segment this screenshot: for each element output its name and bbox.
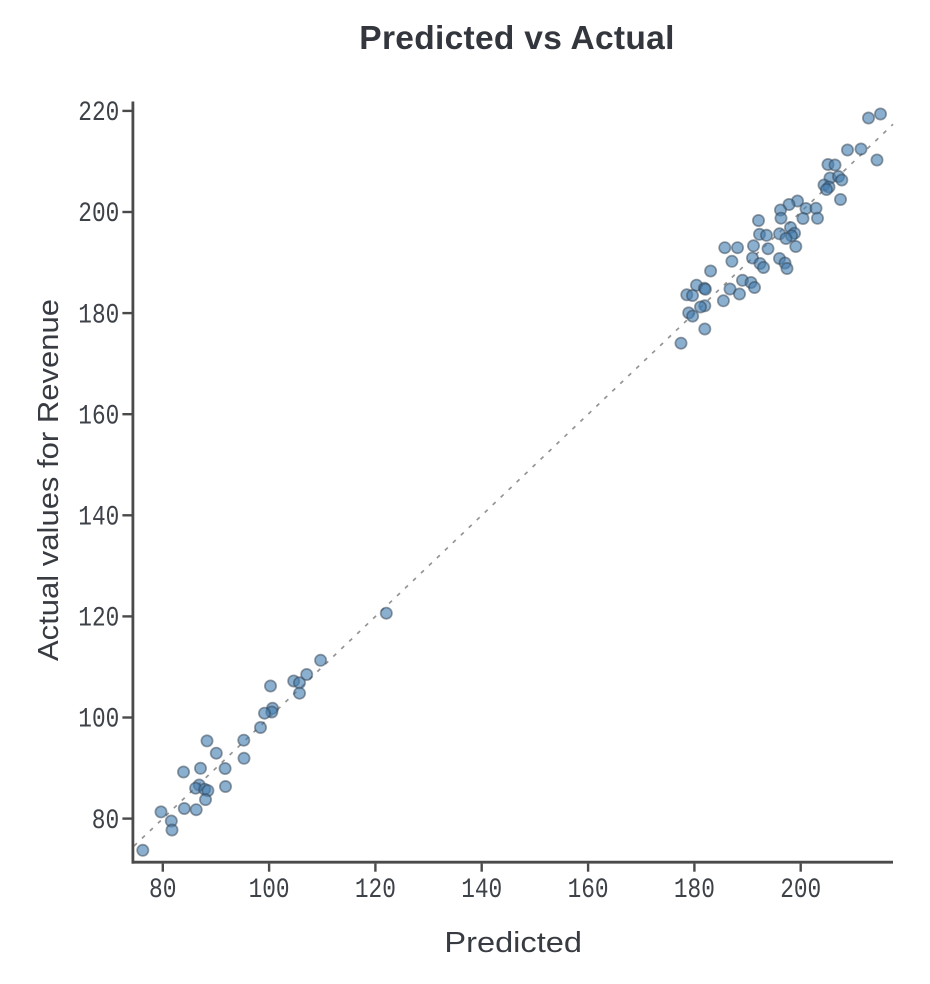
- svg-text:180: 180: [78, 300, 119, 331]
- svg-text:100: 100: [249, 875, 290, 906]
- svg-text:Predicted vs Actual: Predicted vs Actual: [359, 20, 674, 57]
- svg-text:160: 160: [568, 875, 609, 906]
- svg-text:180: 180: [674, 875, 715, 906]
- svg-text:120: 120: [355, 875, 396, 906]
- svg-text:80: 80: [149, 875, 177, 906]
- svg-text:Actual values for Revenue: Actual values for Revenue: [33, 299, 65, 661]
- svg-text:Predicted: Predicted: [444, 927, 582, 959]
- svg-text:140: 140: [78, 503, 119, 534]
- svg-text:120: 120: [78, 604, 119, 635]
- svg-text:220: 220: [78, 98, 119, 129]
- svg-text:140: 140: [461, 875, 502, 906]
- svg-text:200: 200: [780, 875, 821, 906]
- svg-text:160: 160: [78, 401, 119, 432]
- svg-text:200: 200: [78, 199, 119, 230]
- svg-text:80: 80: [92, 806, 120, 837]
- svg-text:100: 100: [78, 705, 119, 736]
